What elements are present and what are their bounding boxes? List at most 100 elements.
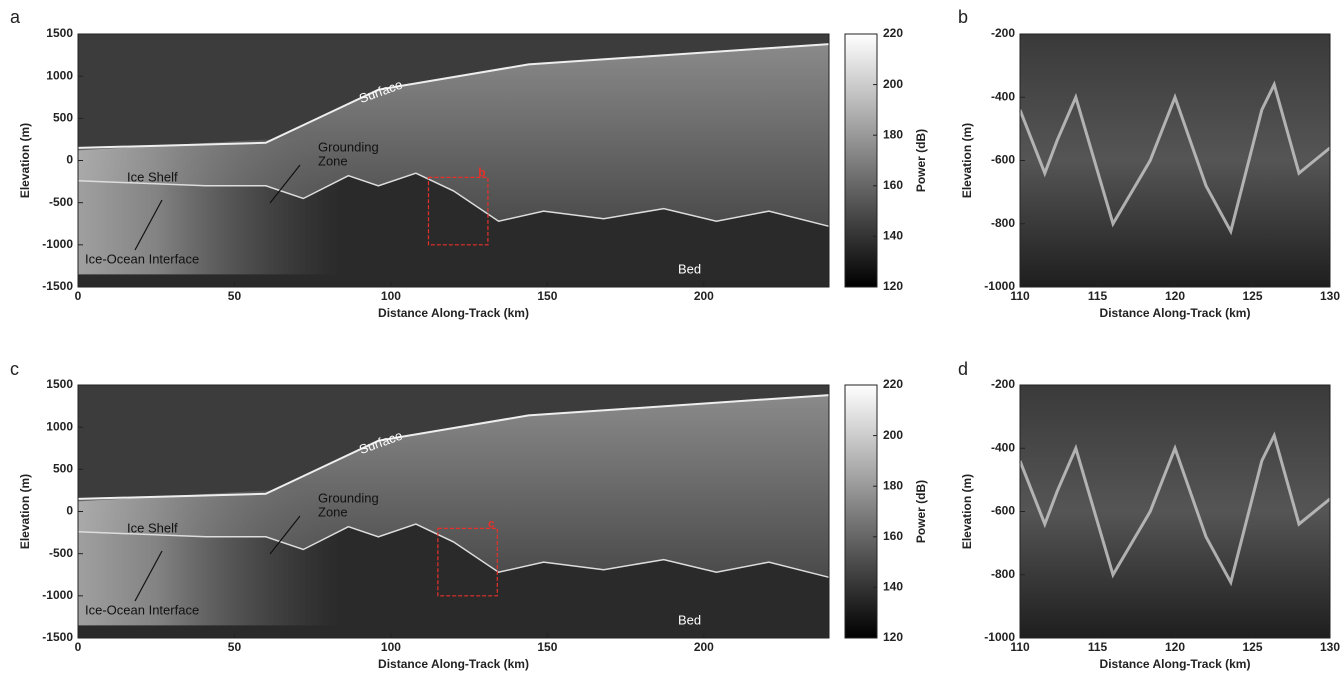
colorbar-tick-label: 220: [883, 377, 903, 391]
y-axis-label: Elevation (m): [960, 123, 974, 198]
x-tick-label: 200: [694, 289, 714, 303]
panel-letter: d: [958, 359, 968, 379]
radargram-shelf: [78, 486, 341, 626]
surface-reflector: [77, 394, 830, 500]
x-tick-label: 200: [694, 640, 714, 654]
x-tick-label: 120: [1165, 640, 1185, 654]
y-tick-label: -800: [991, 567, 1015, 581]
x-tick-label: 120: [1165, 289, 1185, 303]
y-tick-label: -200: [991, 26, 1015, 40]
x-tick-label: 50: [228, 640, 242, 654]
colorbar-tick-label: 200: [883, 77, 903, 91]
x-tick-label: 50: [228, 289, 242, 303]
annotation: Ice-Ocean Interface: [85, 251, 199, 266]
highlight-label: b: [478, 166, 485, 180]
y-tick-label: -200: [991, 377, 1015, 391]
y-tick-label: -1000: [984, 279, 1015, 293]
y-tick-label: 0: [66, 504, 73, 518]
panel-letter: a: [10, 7, 21, 27]
highlight-label: c: [488, 517, 495, 531]
y-tick-label: 1000: [46, 68, 73, 82]
y-tick-label: -1500: [42, 630, 73, 644]
y-axis-label: Elevation (m): [18, 123, 32, 198]
annotation: Bed: [678, 612, 701, 627]
radargram-top: [78, 385, 829, 499]
colorbar-tick-label: 180: [883, 127, 903, 141]
annotation: Ice-Ocean Interface: [85, 602, 199, 617]
annotation-pointer: [269, 515, 301, 555]
x-tick-label: 0: [75, 289, 82, 303]
y-axis-label: Elevation (m): [18, 474, 32, 549]
highlight-box: [437, 527, 498, 597]
annotation: Ice Shelf: [127, 169, 178, 184]
annotation: Bed: [678, 261, 701, 276]
x-tick-label: 110: [1010, 640, 1030, 654]
annotation-pointer: [134, 550, 163, 602]
annotation: Zone: [318, 153, 348, 168]
colorbar-tick-label: 140: [883, 580, 903, 594]
highlight-box: [427, 176, 489, 246]
x-tick-label: 125: [1242, 289, 1262, 303]
x-tick-label: 130: [1320, 640, 1340, 654]
y-tick-label: -500: [49, 195, 73, 209]
colorbar: [844, 384, 878, 639]
y-tick-label: -1500: [42, 279, 73, 293]
bed-reflector: [77, 523, 830, 579]
y-tick-label: 0: [66, 153, 73, 167]
x-tick-label: 130: [1320, 289, 1340, 303]
y-tick-label: 500: [53, 111, 73, 125]
radargram-bg: [1020, 34, 1330, 287]
x-tick-label: 100: [381, 640, 401, 654]
y-tick-label: -1000: [42, 237, 73, 251]
bed-reflector: [77, 172, 830, 228]
y-tick-label: -600: [991, 153, 1015, 167]
bed-reflector: [1018, 431, 1331, 587]
x-tick-label: 0: [75, 640, 82, 654]
y-tick-label: -600: [991, 504, 1015, 518]
y-tick-label: 1500: [46, 377, 73, 391]
radargram-top: [78, 34, 829, 148]
colorbar: [844, 33, 878, 288]
x-tick-label: 150: [537, 640, 557, 654]
colorbar-tick-label: 120: [883, 630, 903, 644]
panel-letter: b: [958, 7, 968, 27]
annotation: Ice Shelf: [127, 520, 178, 535]
y-tick-label: -400: [991, 89, 1015, 103]
y-tick-label: 1000: [46, 419, 73, 433]
colorbar-tick-label: 220: [883, 26, 903, 40]
x-axis-label: Distance Along-Track (km): [1100, 657, 1251, 671]
x-tick-label: 110: [1010, 289, 1030, 303]
colorbar-tick-label: 160: [883, 529, 903, 543]
annotation: Grounding: [318, 139, 379, 154]
annotation: Zone: [318, 504, 348, 519]
annotation-pointer: [134, 199, 163, 251]
y-tick-label: -1000: [984, 630, 1015, 644]
y-tick-label: -1000: [42, 588, 73, 602]
annotation: Grounding: [318, 490, 379, 505]
y-axis-label: Elevation (m): [960, 474, 974, 549]
y-tick-label: -400: [991, 440, 1015, 454]
colorbar-tick-label: 200: [883, 428, 903, 442]
colorbar-tick-label: 180: [883, 478, 903, 492]
x-tick-label: 115: [1088, 640, 1108, 654]
x-axis-label: Distance Along-Track (km): [378, 657, 529, 671]
bed-reflector: [1018, 80, 1331, 236]
colorbar-label: Power (dB): [914, 129, 928, 192]
radargram-bg: [1020, 385, 1330, 638]
colorbar-tick-label: 120: [883, 279, 903, 293]
y-tick-label: 1500: [46, 26, 73, 40]
x-axis-label: Distance Along-Track (km): [1100, 306, 1251, 320]
colorbar-tick-label: 160: [883, 178, 903, 192]
y-tick-label: -800: [991, 216, 1015, 230]
x-tick-label: 125: [1242, 640, 1262, 654]
x-tick-label: 150: [537, 289, 557, 303]
colorbar-tick-label: 140: [883, 229, 903, 243]
x-axis-label: Distance Along-Track (km): [378, 306, 529, 320]
colorbar-label: Power (dB): [914, 480, 928, 543]
x-tick-label: 100: [381, 289, 401, 303]
y-tick-label: 500: [53, 462, 73, 476]
panel-letter: c: [10, 359, 19, 379]
surface-reflector: [77, 43, 830, 149]
x-tick-label: 115: [1088, 289, 1108, 303]
